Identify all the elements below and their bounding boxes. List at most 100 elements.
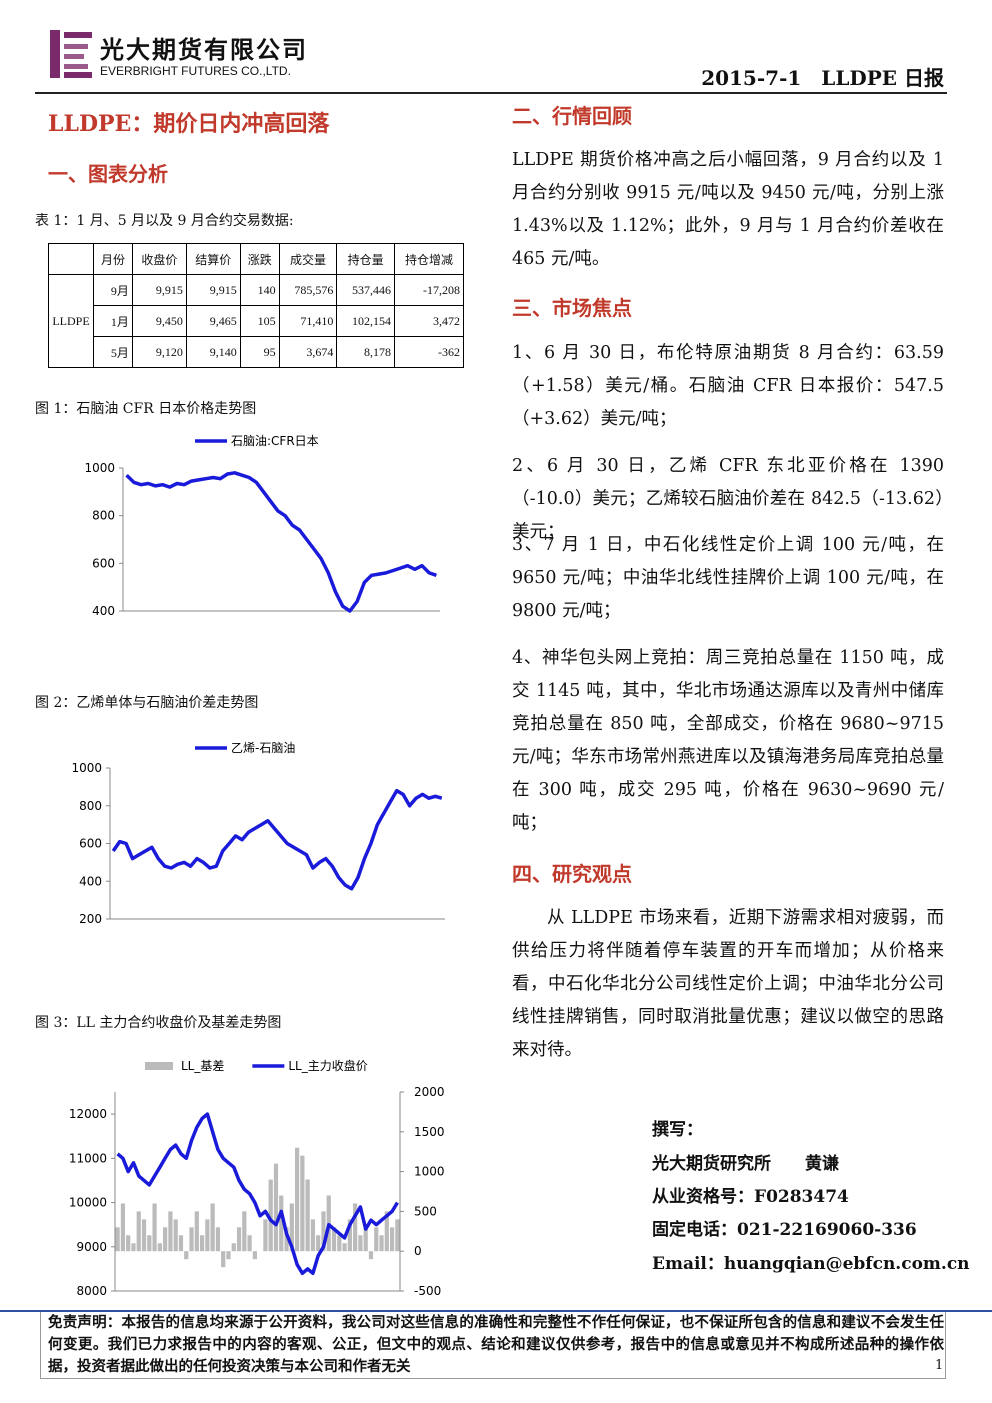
table-cell: LLDPE xyxy=(48,274,94,368)
bar xyxy=(331,1227,337,1252)
bar xyxy=(115,1227,120,1252)
table-cell: 3,674 xyxy=(278,336,338,368)
bar xyxy=(289,1203,294,1252)
table-caption: 表 1：1 月、5 月以及 9 月合约交易数据: xyxy=(35,213,294,229)
figure-caption: 图 3：LL 主力合约收盘价及基差走势图 xyxy=(35,1015,282,1031)
section-heading: 一、图表分析 xyxy=(48,162,168,186)
bar xyxy=(210,1203,215,1252)
paragraph: 从 LLDPE 市场来看，近期下游需求相对疲弱，而供给压力将伴随着停车装置的开车… xyxy=(512,908,944,1060)
bar xyxy=(152,1203,157,1252)
title: LLDPE：期价日内冲高回落 xyxy=(48,111,330,137)
disclaimer: 免责声明：本报告的信息均来源于公开资料，我公司对这些信息的准确性和完整性不作任何… xyxy=(48,1314,944,1375)
footer-rule xyxy=(0,1310,992,1312)
bar xyxy=(215,1227,221,1252)
page-number: 1 xyxy=(935,1358,944,1373)
line xyxy=(111,788,443,891)
bar xyxy=(231,1243,236,1252)
bar xyxy=(205,1219,210,1252)
y-tick-label: 1000 xyxy=(71,761,102,775)
table-cell: 8,178 xyxy=(336,336,395,368)
table-cell: 涨跌 xyxy=(239,243,280,275)
bar xyxy=(252,1251,257,1260)
bar xyxy=(236,1227,242,1252)
bar xyxy=(178,1235,184,1252)
bar xyxy=(163,1227,168,1252)
bar xyxy=(120,1203,126,1252)
table-cell: 537,446 xyxy=(336,274,395,306)
y-tick-label: 400 xyxy=(79,874,102,888)
chart: 8000 9000 10000 11000 12000 -500 0 500 1000 1500 2… xyxy=(69,1058,445,1298)
table-cell: 持仓增减 xyxy=(394,243,464,275)
y2-tick-label: 0 xyxy=(414,1244,422,1258)
legend-label: LL_主力收盘价 xyxy=(288,1058,367,1073)
table-row: 月份 收盘价 结算价 涨跌 成交量 持仓量 持仓增减 xyxy=(48,243,464,275)
y-tick-label: 9000 xyxy=(76,1240,107,1254)
bar xyxy=(168,1211,173,1252)
table-cell: 持仓量 xyxy=(336,243,395,275)
paragraph: 3、7 月 1 日，中石化线性定价上调 100 元/吨，在 9650 元/吨；中… xyxy=(512,535,944,621)
y2-tick-label: 1000 xyxy=(414,1165,445,1179)
bar xyxy=(284,1227,289,1252)
bar xyxy=(273,1163,279,1252)
table-cell: 9,915 xyxy=(131,274,187,306)
table-cell: -17,208 xyxy=(394,274,464,306)
bar xyxy=(189,1227,194,1252)
y-tick-label: 12000 xyxy=(69,1107,107,1121)
table-cell: 结算价 xyxy=(185,243,241,275)
bar xyxy=(279,1195,284,1252)
section-heading: 三、市场焦点 xyxy=(512,296,632,320)
y-tick-label: 800 xyxy=(92,509,115,523)
bar xyxy=(305,1179,310,1252)
y2-tick-label: -500 xyxy=(414,1284,441,1298)
bar xyxy=(131,1243,136,1252)
legend-label: LL_基差 xyxy=(181,1059,224,1073)
table-row: 1月 9,450 9,465 105 71,410 102,154 3,472 xyxy=(49,305,464,337)
bar xyxy=(199,1235,205,1252)
bar xyxy=(316,1235,321,1252)
bar xyxy=(136,1211,141,1252)
header-rule xyxy=(35,92,947,94)
table-cell: 9,450 xyxy=(131,305,187,337)
y2-tick-label: 1500 xyxy=(414,1125,445,1139)
y-tick-label: 600 xyxy=(79,837,102,851)
author-email: Email：huangqian@ebfcn.com.cn xyxy=(652,1254,970,1274)
bar xyxy=(226,1251,231,1260)
y-tick-label: 400 xyxy=(92,604,115,618)
bar xyxy=(368,1251,374,1260)
author-label: 撰写： xyxy=(652,1120,703,1140)
table-cell: 月份 xyxy=(93,243,133,275)
y-tick-label: 11000 xyxy=(69,1151,107,1165)
author-license: 从业资格号：F0283474 xyxy=(652,1187,849,1207)
line xyxy=(125,471,437,613)
chart: 200 400 600 800 1000 乙烯-石脑油 xyxy=(71,741,445,926)
bar xyxy=(147,1235,152,1252)
table-cell: 785,576 xyxy=(278,274,338,306)
bar xyxy=(353,1203,358,1252)
report-date: 2015-7-1 LLDPE 日报 xyxy=(701,66,944,90)
bar xyxy=(294,1147,300,1252)
table-cell: 3,472 xyxy=(394,305,464,337)
y-tick-label: 8000 xyxy=(76,1284,107,1298)
company-en: EVERBRIGHT FUTURES CO.,LTD. xyxy=(100,64,291,78)
y-tick-label: 10000 xyxy=(69,1196,107,1210)
paragraph: 1、6 月 30 日，布伦特原油期货 8 月合约：63.59（+1.58）美元/… xyxy=(512,343,944,429)
author-phone: 固定电话：021-22169060-336 xyxy=(652,1220,917,1240)
bar xyxy=(268,1179,273,1252)
table-cell: 9,140 xyxy=(185,336,241,368)
bar xyxy=(242,1211,247,1252)
table-cell: 140 xyxy=(239,274,280,306)
bar xyxy=(342,1243,347,1252)
figure-caption: 图 2：乙烯单体与石脑油价差走势图 xyxy=(35,695,259,711)
table-cell: 95 xyxy=(239,336,280,368)
bar xyxy=(126,1235,131,1252)
table-row: 5月 9,120 9,140 95 3,674 8,178 -362 xyxy=(49,336,464,368)
bar xyxy=(221,1251,226,1268)
bar xyxy=(363,1227,368,1252)
legend-label: 石脑油:CFR日本 xyxy=(231,434,319,448)
bar xyxy=(157,1243,162,1252)
table-cell: 5月 xyxy=(93,336,133,368)
bar xyxy=(358,1235,363,1252)
company-cn: 光大期货有限公司 xyxy=(100,35,308,64)
table-cell xyxy=(48,243,94,275)
